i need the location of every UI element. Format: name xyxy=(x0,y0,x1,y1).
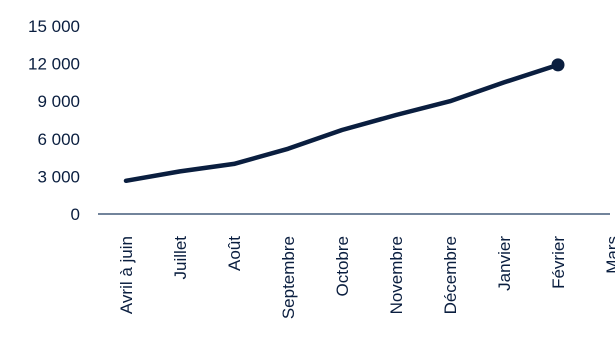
series-end-marker xyxy=(551,58,565,72)
x-tick-label: Avril à juin xyxy=(117,236,136,314)
y-axis-tick-labels: 0 3 000 6 000 9 000 12 000 15 000 xyxy=(28,17,80,224)
y-tick-label: 3 000 xyxy=(37,167,80,186)
x-tick-label: Novembre xyxy=(387,236,406,314)
x-tick-label: Mars xyxy=(603,236,615,274)
series-line xyxy=(123,62,561,184)
y-tick-label: 15 000 xyxy=(28,17,80,36)
x-tick-label: Juillet xyxy=(171,236,190,280)
y-tick-label: 12 000 xyxy=(28,55,80,74)
x-tick-label: Février xyxy=(549,236,568,289)
x-tick-label: Décembre xyxy=(441,236,460,314)
y-tick-label: 0 xyxy=(71,205,80,224)
x-tick-label: Août xyxy=(225,236,244,271)
y-tick-label: 9 000 xyxy=(37,92,80,111)
x-tick-label: Septembre xyxy=(279,236,298,319)
x-tick-label: Janvier xyxy=(495,236,514,291)
y-tick-label: 6 000 xyxy=(37,130,80,149)
x-tick-label: Octobre xyxy=(333,236,352,296)
x-axis-tick-labels: Avril à juin Juillet Août Septembre Octobre N… xyxy=(117,236,615,320)
